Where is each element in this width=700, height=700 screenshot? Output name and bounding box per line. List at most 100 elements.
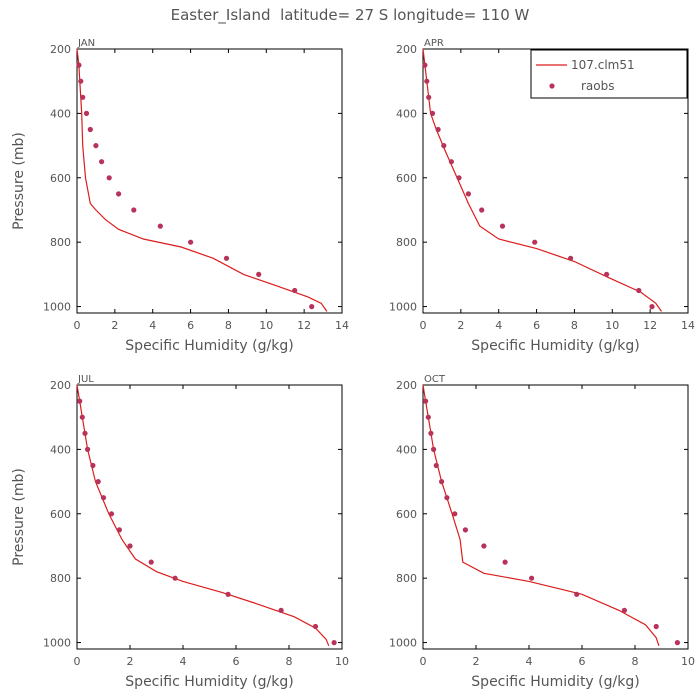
y-tick-label: 800 — [396, 572, 417, 585]
y-tick-label: 1000 — [389, 301, 417, 314]
legend-swatch-raobs — [549, 83, 555, 89]
data-point-raobs — [435, 126, 441, 133]
x-tick-label: 10 — [605, 319, 619, 332]
data-point-raobs — [604, 271, 610, 277]
x-tick-label: 4 — [495, 319, 502, 332]
data-point-raobs — [76, 62, 82, 68]
data-point-raobs — [312, 623, 319, 630]
data-point-raobs — [95, 479, 101, 485]
x-tick-label: 8 — [632, 655, 639, 668]
x-tick-label: 6 — [579, 655, 586, 668]
x-tick-label: 10 — [681, 655, 695, 668]
data-point-raobs — [502, 559, 508, 565]
data-point-raobs — [674, 640, 681, 646]
y-tick-label: 800 — [50, 236, 71, 249]
x-tick-label: 4 — [526, 655, 533, 668]
data-point-raobs — [172, 575, 178, 581]
data-point-raobs — [532, 239, 538, 245]
x-tick-label: 0 — [74, 655, 81, 668]
x-tick-label: 14 — [681, 319, 695, 332]
plot-frame — [76, 384, 343, 650]
x-tick-label: 8 — [225, 319, 232, 332]
y-tick-label: 600 — [50, 508, 71, 521]
x-axis-label: Specific Humidity (g/kg) — [471, 674, 639, 690]
y-tick-label: 400 — [50, 443, 71, 456]
legend: 107.clm51 raobs — [530, 49, 688, 99]
x-tick-label: 8 — [286, 655, 293, 668]
y-tick-label: 1000 — [43, 301, 71, 314]
panel-label: JUL — [77, 374, 94, 385]
data-point-raobs — [127, 543, 133, 549]
data-point-raobs — [99, 159, 105, 165]
data-point-raobs — [77, 398, 83, 404]
x-tick-label: 0 — [420, 319, 427, 332]
data-point-raobs — [100, 495, 107, 501]
legend-label-raobs: raobs — [581, 79, 615, 93]
data-point-raobs — [87, 126, 93, 133]
y-tick-label: 800 — [396, 236, 417, 249]
y-tick-label: 600 — [396, 508, 417, 521]
data-point-raobs — [462, 527, 468, 533]
y-tick-label: 1000 — [389, 637, 417, 650]
data-point-raobs — [331, 640, 337, 646]
data-point-raobs — [456, 175, 462, 181]
data-point-raobs — [131, 207, 137, 213]
data-point-raobs — [148, 559, 154, 565]
data-point-raobs — [292, 287, 298, 294]
x-tick-label: 6 — [187, 319, 194, 332]
x-tick-label: 4 — [180, 655, 187, 668]
x-tick-label: 10 — [335, 655, 349, 668]
data-point-raobs — [225, 591, 231, 597]
data-point-raobs — [223, 255, 230, 261]
x-tick-label: 0 — [420, 655, 427, 668]
data-point-raobs — [256, 271, 262, 277]
x-tick-label: 12 — [643, 319, 657, 332]
data-point-raobs — [116, 527, 122, 533]
data-point-raobs — [188, 239, 194, 245]
y-tick-label: 400 — [396, 107, 417, 120]
data-point-raobs — [621, 607, 628, 614]
series-line-model — [76, 384, 330, 647]
data-point-raobs — [116, 191, 122, 197]
data-point-raobs — [636, 287, 642, 294]
data-point-raobs — [309, 304, 315, 310]
x-axis-label: Specific Humidity (g/kg) — [125, 338, 293, 354]
data-point-raobs — [433, 462, 439, 469]
x-tick-label: 12 — [297, 319, 311, 332]
x-tick-label: 2 — [127, 655, 134, 668]
y-tick-label: 800 — [50, 572, 71, 585]
y-tick-label: 200 — [50, 43, 71, 56]
x-tick-label: 2 — [457, 319, 464, 332]
data-point-raobs — [499, 223, 506, 229]
data-point-raobs — [465, 191, 471, 197]
data-point-raobs — [529, 575, 535, 581]
legend-label-model: 107.clm51 — [571, 58, 635, 72]
legend-box — [530, 49, 688, 99]
data-point-raobs — [431, 446, 437, 452]
data-point-raobs — [93, 143, 99, 149]
data-point-raobs — [82, 430, 88, 436]
y-tick-label: 400 — [50, 107, 71, 120]
data-point-raobs — [439, 479, 445, 485]
data-point-raobs — [108, 511, 115, 517]
data-point-raobs — [78, 78, 84, 84]
data-point-raobs — [481, 543, 487, 549]
plot-frame — [76, 48, 343, 314]
x-tick-label: 2 — [111, 319, 118, 332]
figure-title: Easter_Island latitude= 27 S longitude= … — [171, 6, 530, 25]
y-tick-label: 600 — [50, 172, 71, 185]
data-point-raobs — [423, 398, 429, 404]
data-point-raobs — [452, 511, 458, 517]
panel-label: APR — [424, 38, 444, 49]
y-tick-label: 600 — [396, 172, 417, 185]
y-tick-label: 1000 — [43, 637, 71, 650]
x-tick-label: 4 — [149, 319, 156, 332]
data-point-raobs — [568, 255, 574, 261]
data-point-raobs — [422, 62, 428, 68]
x-tick-label: 6 — [533, 319, 540, 332]
panel-oct: 0 2 4 6 8 10 200 400 600 800 1000 OCT Specific Humid… — [389, 374, 695, 690]
data-point-raobs — [653, 623, 659, 630]
panel-label: JAN — [77, 38, 95, 49]
data-point-raobs — [90, 462, 96, 469]
